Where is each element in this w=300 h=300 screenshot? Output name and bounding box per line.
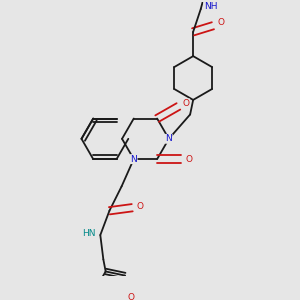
Text: N: N (130, 154, 137, 164)
Text: O: O (128, 293, 135, 300)
Text: O: O (136, 202, 143, 211)
Text: NH: NH (204, 2, 217, 11)
Text: N: N (166, 134, 172, 143)
Text: O: O (182, 99, 190, 108)
Text: O: O (186, 154, 193, 164)
Text: O: O (217, 18, 224, 27)
Text: HN: HN (82, 229, 96, 238)
